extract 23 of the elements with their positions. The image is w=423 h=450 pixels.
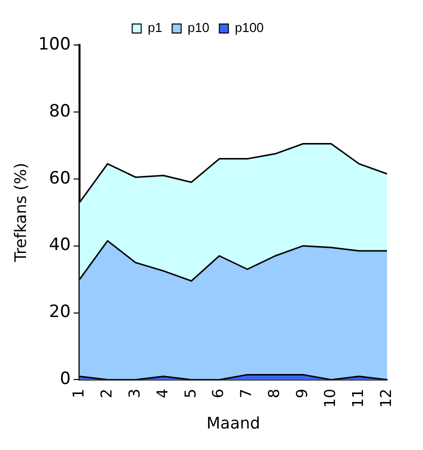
- x-tick-label: 5: [181, 388, 200, 398]
- y-tick-label: 80: [49, 101, 71, 122]
- x-tick-label: 3: [125, 388, 144, 398]
- y-tick-label: 0: [60, 369, 71, 390]
- y-tick-label: 20: [49, 302, 71, 322]
- x-tick-label: 7: [237, 388, 256, 398]
- legend-label: p10: [188, 20, 210, 36]
- x-tick-label: 8: [265, 388, 284, 398]
- x-tick-label: 1: [70, 388, 88, 398]
- x-tick-label: 10: [321, 388, 340, 408]
- legend-label: p1: [148, 20, 162, 36]
- x-tick-label: 11: [348, 388, 367, 408]
- legend-label: p100: [234, 20, 264, 36]
- x-tick-label: 2: [97, 388, 116, 398]
- y-axis-title: Trefkans (%): [10, 162, 30, 263]
- x-tick-label: 4: [153, 388, 172, 398]
- x-axis-title: Maand: [206, 414, 260, 433]
- x-tick-label: 6: [209, 388, 228, 398]
- x-tick-label: 12: [376, 388, 395, 408]
- y-tick-label: 100: [38, 34, 71, 54]
- x-tick-label: 9: [293, 388, 312, 398]
- y-tick-label: 40: [49, 235, 71, 256]
- y-tick-label: 60: [49, 168, 71, 188]
